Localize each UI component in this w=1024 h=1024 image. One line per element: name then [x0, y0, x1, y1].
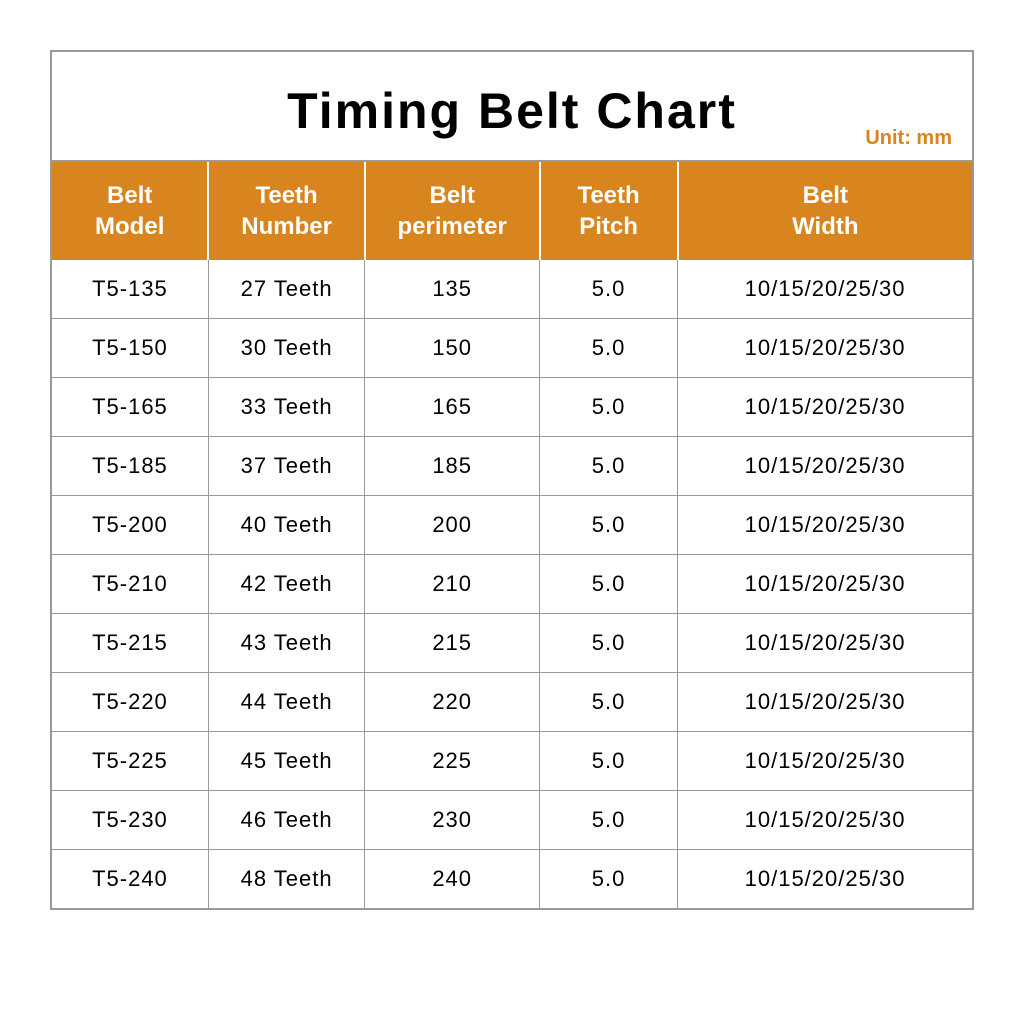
table-row: T5-13527 Teeth1355.010/15/20/25/30 — [52, 260, 972, 319]
table-cell: 10/15/20/25/30 — [678, 260, 972, 319]
table-cell: T5-215 — [52, 614, 208, 673]
table-cell: T5-225 — [52, 732, 208, 791]
table-cell: 27 Teeth — [208, 260, 364, 319]
table-cell: 5.0 — [540, 555, 678, 614]
timing-belt-table: BeltModel TeethNumber Beltperimeter Teet… — [52, 162, 972, 908]
unit-label: Unit: mm — [865, 127, 952, 150]
table-cell: 220 — [365, 673, 540, 732]
table-row: T5-18537 Teeth1855.010/15/20/25/30 — [52, 437, 972, 496]
table-cell: 48 Teeth — [208, 850, 364, 909]
table-cell: 200 — [365, 496, 540, 555]
table-cell: 10/15/20/25/30 — [678, 614, 972, 673]
table-row: T5-21042 Teeth2105.010/15/20/25/30 — [52, 555, 972, 614]
title-section: Timing Belt Chart Unit: mm — [52, 52, 972, 162]
table-cell: 5.0 — [540, 437, 678, 496]
table-cell: 240 — [365, 850, 540, 909]
table-body: T5-13527 Teeth1355.010/15/20/25/30T5-150… — [52, 260, 972, 908]
table-cell: 10/15/20/25/30 — [678, 319, 972, 378]
table-cell: 10/15/20/25/30 — [678, 378, 972, 437]
table-row: T5-15030 Teeth1505.010/15/20/25/30 — [52, 319, 972, 378]
table-cell: T5-230 — [52, 791, 208, 850]
table-cell: 225 — [365, 732, 540, 791]
table-cell: 30 Teeth — [208, 319, 364, 378]
table-cell: 10/15/20/25/30 — [678, 791, 972, 850]
table-cell: T5-185 — [52, 437, 208, 496]
chart-container: Timing Belt Chart Unit: mm BeltModel Tee… — [50, 50, 974, 910]
table-row: T5-22545 Teeth2255.010/15/20/25/30 — [52, 732, 972, 791]
table-cell: 185 — [365, 437, 540, 496]
table-cell: 5.0 — [540, 319, 678, 378]
table-cell: T5-220 — [52, 673, 208, 732]
table-row: T5-23046 Teeth2305.010/15/20/25/30 — [52, 791, 972, 850]
table-cell: 165 — [365, 378, 540, 437]
table-cell: 210 — [365, 555, 540, 614]
table-cell: 10/15/20/25/30 — [678, 732, 972, 791]
table-cell: 10/15/20/25/30 — [678, 496, 972, 555]
table-cell: 10/15/20/25/30 — [678, 437, 972, 496]
table-cell: 5.0 — [540, 732, 678, 791]
table-cell: 5.0 — [540, 614, 678, 673]
table-cell: 42 Teeth — [208, 555, 364, 614]
table-cell: 215 — [365, 614, 540, 673]
table-row: T5-20040 Teeth2005.010/15/20/25/30 — [52, 496, 972, 555]
table-cell: 5.0 — [540, 791, 678, 850]
chart-title: Timing Belt Chart — [72, 82, 952, 140]
table-row: T5-21543 Teeth2155.010/15/20/25/30 — [52, 614, 972, 673]
table-cell: 33 Teeth — [208, 378, 364, 437]
table-header: BeltModel TeethNumber Beltperimeter Teet… — [52, 162, 972, 260]
table-row: T5-16533 Teeth1655.010/15/20/25/30 — [52, 378, 972, 437]
table-cell: T5-210 — [52, 555, 208, 614]
table-cell: 5.0 — [540, 378, 678, 437]
header-teeth-pitch: TeethPitch — [540, 162, 678, 260]
table-cell: T5-200 — [52, 496, 208, 555]
table-cell: 45 Teeth — [208, 732, 364, 791]
table-row: T5-24048 Teeth2405.010/15/20/25/30 — [52, 850, 972, 909]
header-teeth-number: TeethNumber — [208, 162, 364, 260]
table-cell: 135 — [365, 260, 540, 319]
table-cell: 150 — [365, 319, 540, 378]
table-cell: 10/15/20/25/30 — [678, 555, 972, 614]
table-cell: 37 Teeth — [208, 437, 364, 496]
table-cell: 5.0 — [540, 496, 678, 555]
table-cell: 46 Teeth — [208, 791, 364, 850]
table-cell: 10/15/20/25/30 — [678, 673, 972, 732]
table-cell: 5.0 — [540, 260, 678, 319]
header-row: BeltModel TeethNumber Beltperimeter Teet… — [52, 162, 972, 260]
table-cell: 40 Teeth — [208, 496, 364, 555]
header-belt-model: BeltModel — [52, 162, 208, 260]
table-cell: T5-165 — [52, 378, 208, 437]
table-cell: 10/15/20/25/30 — [678, 850, 972, 909]
header-belt-width: BeltWidth — [678, 162, 972, 260]
header-belt-perimeter: Beltperimeter — [365, 162, 540, 260]
table-cell: T5-135 — [52, 260, 208, 319]
table-cell: 5.0 — [540, 850, 678, 909]
table-cell: T5-150 — [52, 319, 208, 378]
table-row: T5-22044 Teeth2205.010/15/20/25/30 — [52, 673, 972, 732]
table-cell: 43 Teeth — [208, 614, 364, 673]
table-cell: 5.0 — [540, 673, 678, 732]
table-cell: 44 Teeth — [208, 673, 364, 732]
table-cell: 230 — [365, 791, 540, 850]
table-cell: T5-240 — [52, 850, 208, 909]
